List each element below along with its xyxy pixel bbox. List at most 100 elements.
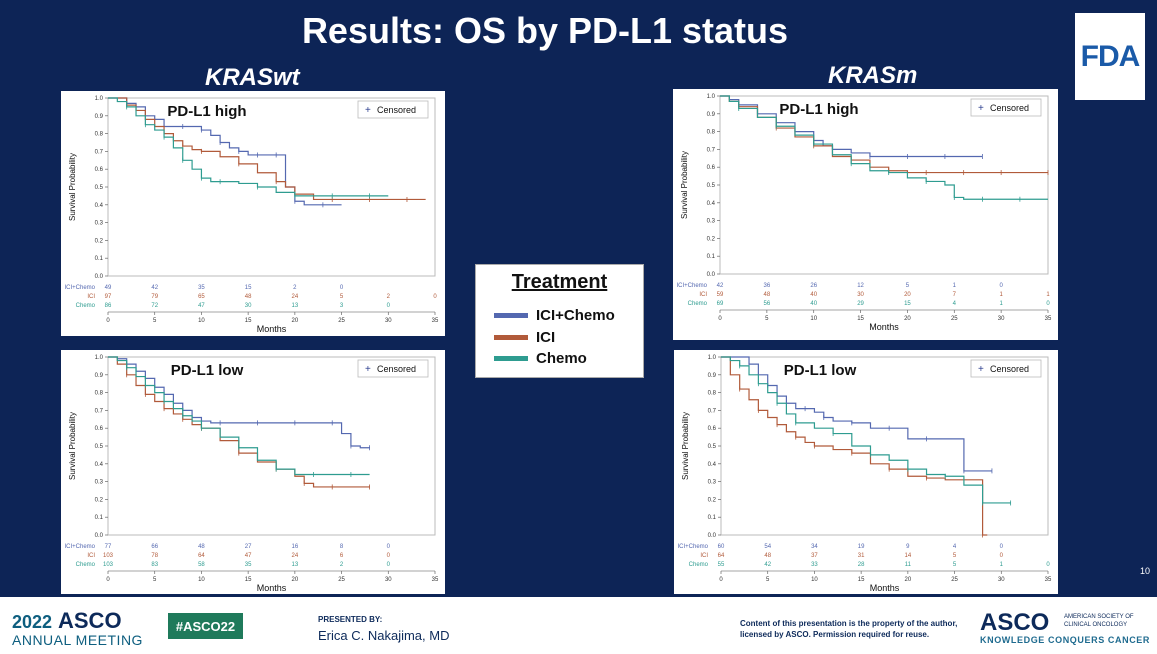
y-tick-label: 0.5 [708, 444, 717, 450]
at-risk-count: 65 [198, 294, 205, 300]
plot-frame [107, 356, 436, 536]
y-tick-label: 1.0 [95, 355, 104, 361]
x-tick-label: 30 [385, 318, 392, 324]
at-risk-count: 37 [811, 553, 818, 559]
fda-logo: FDA [1075, 13, 1145, 100]
at-risk-count: 28 [858, 562, 865, 568]
y-tick-label: 1.0 [707, 94, 716, 100]
legend-item-chemo: Chemo [494, 350, 587, 367]
km-panel-krasm-mut-pdl1-high: 0.0 0.1 0.2 0.3 0.4 0.5 0.6 0.7 0.8 0.9 1.0 Surviva… [673, 89, 1058, 340]
at-risk-count: 47 [245, 553, 252, 559]
at-risk-count: 0 [1000, 544, 1004, 550]
x-tick-label: 0 [718, 316, 722, 322]
y-tick-label: 0.0 [95, 533, 104, 539]
y-tick-label: 0.7 [95, 149, 104, 155]
censored-key-box [970, 359, 1042, 378]
x-tick-label: 30 [998, 577, 1005, 583]
treatment-legend: Treatment ICI+Chemo ICI Chemo [475, 264, 644, 378]
x-tick-label: 0 [719, 577, 723, 583]
x-tick-label: 20 [904, 316, 911, 322]
y-tick-label: 0.3 [707, 219, 716, 225]
at-risk-count: 79 [151, 294, 158, 300]
y-tick-label: 0.3 [95, 221, 104, 227]
y-tick-label: 0.1 [95, 515, 104, 521]
at-risk-count: 15 [904, 301, 911, 307]
legend-swatch [494, 356, 528, 361]
y-tick-label: 0.7 [95, 408, 104, 414]
at-risk-count: 30 [245, 303, 252, 309]
y-tick-label: 0.5 [707, 183, 716, 189]
km-curve-chemo [721, 356, 1011, 504]
x-axis-label: Months [870, 583, 900, 593]
y-tick-label: 0.1 [95, 256, 104, 262]
y-tick-label: 0.2 [707, 236, 716, 242]
at-risk-count: 0 [387, 544, 391, 550]
y-tick-label: 1.0 [708, 355, 717, 361]
legend-item-ici-chemo: ICI+Chemo [494, 307, 615, 324]
at-risk-count: 4 [953, 301, 957, 307]
at-risk-count: 56 [764, 301, 771, 307]
y-tick-label: 0.3 [95, 480, 104, 486]
at-risk-count: 2 [340, 562, 344, 568]
at-risk-count: 12 [857, 283, 864, 289]
x-tick-label: 35 [432, 318, 439, 324]
x-tick-label: 5 [153, 577, 157, 583]
at-risk-count: 0 [387, 562, 391, 568]
at-risk-count: 49 [105, 285, 112, 291]
censored-key-box [357, 359, 429, 378]
at-risk-count: 16 [292, 544, 299, 550]
at-risk-row-label: ICI [87, 294, 95, 300]
km-curve-ici [108, 356, 370, 488]
y-tick-label: 0.6 [95, 167, 104, 173]
at-risk-count: 35 [245, 562, 252, 568]
censored-marker-icon: + [978, 103, 984, 114]
x-tick-label: 25 [338, 577, 345, 583]
footer-asco-logo-right: ASCO [980, 609, 1050, 636]
at-risk-count: 0 [387, 553, 391, 559]
x-tick-label: 10 [198, 577, 205, 583]
at-risk-count: 2 [293, 285, 297, 291]
y-tick-label: 0.8 [95, 391, 104, 397]
at-risk-row-label: Chemo [688, 301, 708, 307]
footer-asco-logo: ASCO [58, 608, 122, 633]
at-risk-count: 55 [718, 562, 725, 568]
y-tick-label: 0.7 [707, 147, 716, 153]
km-curve-chemo [720, 95, 1048, 200]
at-risk-count: 36 [764, 283, 771, 289]
censored-marker-icon: + [365, 364, 371, 375]
at-risk-count: 97 [105, 294, 112, 300]
x-tick-label: 25 [338, 318, 345, 324]
x-tick-label: 20 [905, 577, 912, 583]
at-risk-count: 64 [198, 553, 205, 559]
at-risk-count: 1 [999, 292, 1003, 298]
legend-swatch [494, 313, 528, 318]
footer-annual-meeting: ANNUAL MEETING [12, 632, 143, 648]
x-tick-label: 15 [245, 318, 252, 324]
y-tick-label: 0.0 [707, 272, 716, 278]
at-risk-count: 60 [718, 544, 725, 550]
at-risk-count: 59 [717, 292, 724, 298]
footer-tagline: KNOWLEDGE CONQUERS CANCER [980, 635, 1151, 645]
at-risk-count: 35 [198, 285, 205, 291]
legend-swatch [494, 335, 528, 340]
y-tick-label: 0.2 [95, 238, 104, 244]
footer-copyright: Content of this presentation is the prop… [740, 619, 958, 639]
y-tick-label: 0.1 [708, 515, 717, 521]
at-risk-count: 29 [857, 301, 864, 307]
at-risk-count: 0 [1000, 553, 1004, 559]
at-risk-count: 33 [811, 562, 818, 568]
legend-label: ICI+Chemo [536, 307, 615, 324]
y-tick-label: 0.0 [95, 274, 104, 280]
x-tick-label: 25 [951, 577, 958, 583]
x-tick-label: 25 [951, 316, 958, 322]
y-tick-label: 0.9 [95, 114, 104, 120]
y-tick-label: 0.4 [707, 201, 716, 207]
fda-logo-text: FDA [1080, 39, 1141, 73]
slide-title: Results: OS by PD-L1 status [301, 10, 789, 51]
censored-key-box [357, 100, 429, 119]
at-risk-row-label: ICI+Chemo [677, 544, 708, 550]
at-risk-count: 69 [717, 301, 724, 307]
y-tick-label: 0.1 [707, 254, 716, 260]
y-tick-label: 1.0 [95, 96, 104, 102]
footer-hashtag: #ASCO22 [168, 613, 243, 639]
